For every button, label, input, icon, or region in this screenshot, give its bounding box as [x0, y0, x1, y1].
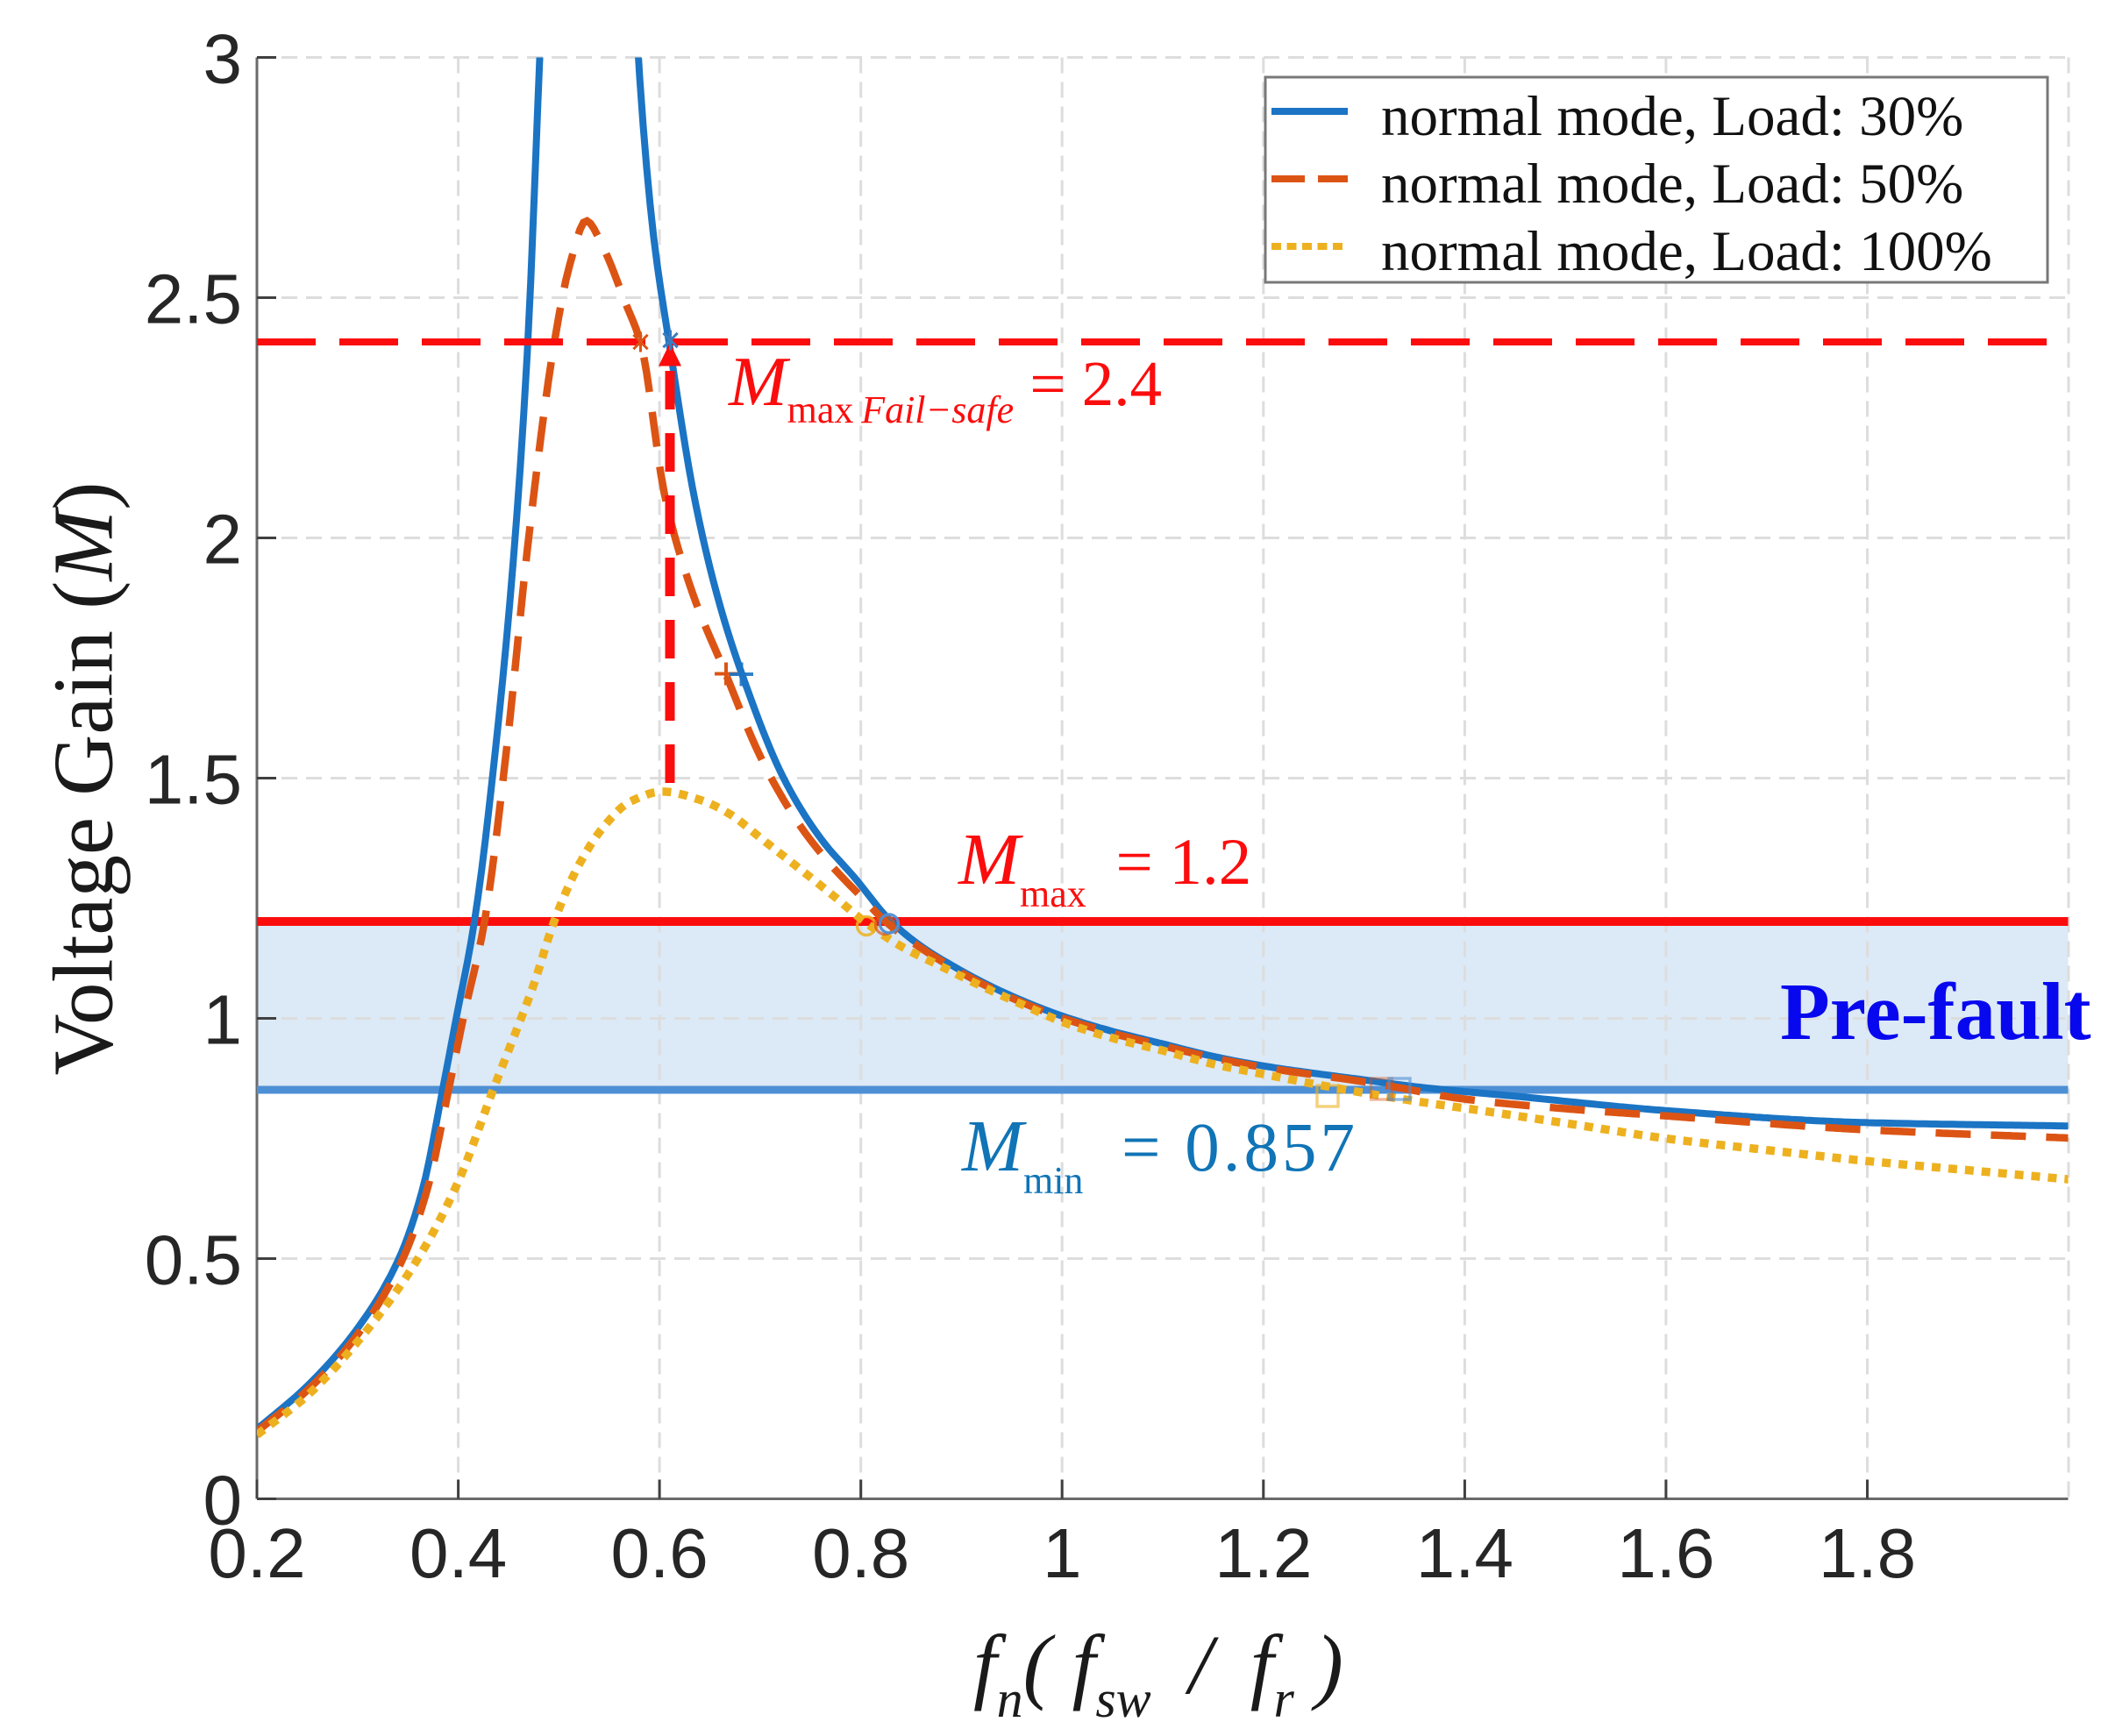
- svg-text:0.6: 0.6: [610, 1514, 708, 1592]
- svg-text:1: 1: [1043, 1514, 1082, 1592]
- svg-text:0: 0: [203, 1462, 243, 1540]
- svg-text:1.2: 1.2: [1214, 1514, 1312, 1592]
- svg-text:0.4: 0.4: [410, 1514, 507, 1592]
- svg-text:1.6: 1.6: [1617, 1514, 1714, 1592]
- svg-text:2.5: 2.5: [145, 260, 242, 338]
- svg-text:1.4: 1.4: [1416, 1514, 1513, 1592]
- svg-text:1: 1: [203, 981, 243, 1059]
- svg-text:2: 2: [203, 501, 243, 579]
- svg-text:0.5: 0.5: [145, 1221, 242, 1299]
- svg-text:0.2: 0.2: [208, 1514, 305, 1592]
- svg-text:0.8: 0.8: [812, 1514, 909, 1592]
- svg-text:1.5: 1.5: [145, 741, 242, 819]
- svg-text:1.8: 1.8: [1819, 1514, 1916, 1592]
- svg-text:3: 3: [203, 20, 243, 98]
